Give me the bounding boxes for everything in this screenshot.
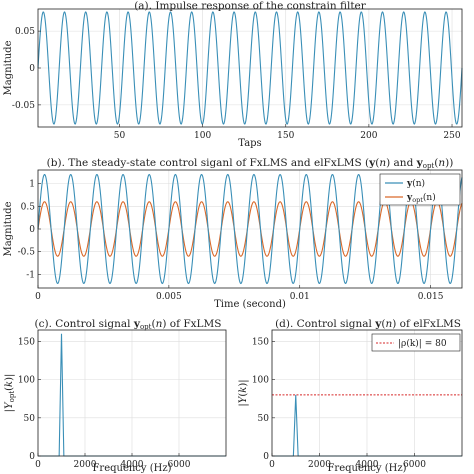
panel-c-ylabel: |Yopt(k)| [4, 374, 16, 413]
y-tick-label: 50 [258, 414, 270, 424]
panel-d-legend-box [371, 333, 461, 352]
y-tick-label: 0 [29, 225, 35, 235]
x-tick-label: 0 [35, 292, 41, 302]
y-tick-label: 0 [29, 64, 35, 74]
series-line-impulse [37, 11, 463, 125]
x-tick-label: 4000 [356, 460, 379, 470]
y-tick-label: -0.05 [12, 101, 35, 111]
x-tick-label: 6000 [403, 460, 426, 470]
panel-d: (d). Control signal y(n) of elFxLMS 0 200… [238, 318, 463, 474]
panel-b-xlabel: Time (second) [214, 299, 286, 310]
panel-b-ticks: 0 0.005 0.01 0.015 -1 -0.5 0 0.5 1 [18, 180, 444, 302]
x-tick-label: 2000 [74, 460, 97, 470]
y-tick-label: -1 [26, 270, 35, 280]
x-tick-label: 0.005 [156, 292, 182, 302]
y-tick-label: 0.05 [15, 27, 35, 37]
x-tick-label: 50 [114, 131, 126, 141]
panel-b: (b). The steady-state control siganl of … [3, 157, 463, 310]
panel-d-legend: |ρ(k)| = 80 [371, 333, 461, 352]
legend-label-rho: |ρ(k)| = 80 [398, 338, 447, 349]
panel-d-xlabel: Frequency (Hz) [327, 463, 406, 474]
y-tick-label: 50 [24, 414, 36, 424]
x-tick-label: 200 [360, 131, 377, 141]
y-tick-label: 0 [263, 452, 269, 462]
x-tick-label: 0 [269, 460, 275, 470]
y-tick-label: 150 [252, 337, 269, 347]
y-tick-label: 0.5 [21, 202, 36, 212]
x-tick-label: 2000 [308, 460, 331, 470]
panel-c-grid [37, 330, 226, 457]
x-tick-label: 0.015 [418, 292, 444, 302]
x-tick-label: 250 [443, 131, 460, 141]
panel-b-ylabel: Magnitude [3, 201, 14, 256]
panel-b-legend: y(n) yopt(n) [379, 173, 461, 206]
panel-a-xlabel: Taps [238, 138, 261, 149]
panel-c: (c). Control signal yopt(n) of FxLMS 0 20… [4, 318, 227, 474]
panel-d-ticks: 0 2000 4000 6000 0 50 100 150 [252, 337, 426, 470]
y-tick-label: 1 [29, 180, 35, 190]
panel-c-xlabel: Frequency (Hz) [92, 463, 171, 474]
series-line-y [37, 173, 463, 285]
y-tick-label: 0 [29, 452, 35, 462]
legend-label-y: y(n) [406, 178, 425, 189]
panel-a-ylabel: Magnitude [3, 40, 14, 95]
panel-d-title: (d). Control signal y(n) of elFxLMS [275, 318, 461, 330]
x-tick-label: 0 [35, 460, 41, 470]
panel-a-title: (a). Impulse response of the constrain f… [134, 0, 367, 12]
x-tick-label: 100 [194, 131, 211, 141]
panel-d-ylabel: |Y(k)| [238, 379, 249, 406]
x-tick-label: 0.01 [290, 292, 310, 302]
panel-c-ticks: 0 2000 4000 6000 0 50 100 150 [18, 337, 191, 470]
panel-b-series [37, 173, 463, 285]
panel-a-series [37, 11, 463, 125]
panel-a: (a). Impulse response of the constrain f… [3, 0, 463, 149]
x-tick-label: 6000 [168, 460, 191, 470]
panel-a-ticks: 50 100 150 200 250 -0.05 0 0.05 [12, 27, 461, 141]
y-tick-label: 150 [18, 337, 35, 347]
x-tick-label: 150 [277, 131, 294, 141]
y-tick-label: 100 [18, 376, 35, 386]
x-tick-label: 4000 [121, 460, 144, 470]
y-tick-label: -0.5 [18, 248, 36, 258]
y-tick-label: 100 [252, 376, 269, 386]
panel-b-legend-box [379, 173, 461, 206]
panel-b-title: (b). The steady-state control siganl of … [47, 157, 454, 170]
panel-c-title: (c). Control signal yopt(n) of FxLMS [35, 318, 222, 331]
legend-label-yopt: yopt(n) [406, 192, 436, 204]
